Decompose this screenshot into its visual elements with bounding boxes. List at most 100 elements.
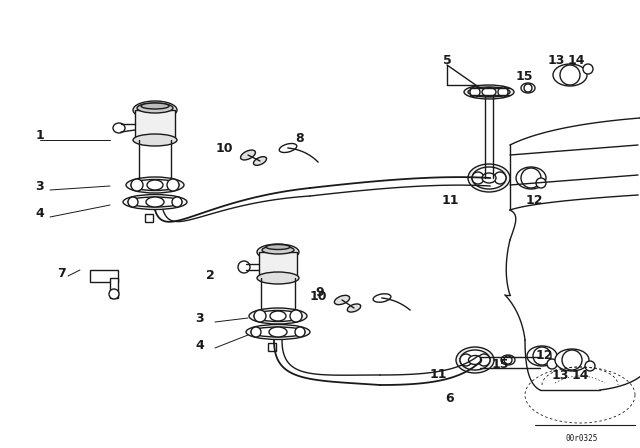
- Text: 8: 8: [296, 132, 304, 145]
- Circle shape: [562, 350, 582, 370]
- Circle shape: [560, 65, 580, 85]
- Circle shape: [533, 347, 551, 365]
- Circle shape: [238, 261, 250, 273]
- Text: 4: 4: [36, 207, 44, 220]
- Circle shape: [585, 361, 595, 371]
- Ellipse shape: [456, 347, 494, 373]
- Ellipse shape: [131, 180, 179, 190]
- Circle shape: [521, 168, 541, 188]
- Bar: [145, 214, 153, 222]
- Circle shape: [470, 87, 480, 97]
- Ellipse shape: [482, 87, 496, 96]
- Bar: [90, 270, 118, 282]
- Text: 3: 3: [36, 180, 44, 193]
- Text: 15: 15: [492, 358, 509, 370]
- Ellipse shape: [257, 244, 299, 260]
- Ellipse shape: [113, 123, 125, 133]
- Ellipse shape: [141, 103, 169, 109]
- Circle shape: [547, 359, 557, 369]
- Circle shape: [472, 172, 484, 184]
- Text: 11: 11: [429, 367, 447, 380]
- Ellipse shape: [501, 355, 515, 365]
- Ellipse shape: [482, 173, 496, 183]
- Text: 1: 1: [36, 129, 44, 142]
- Circle shape: [498, 87, 508, 97]
- Ellipse shape: [553, 64, 587, 86]
- Ellipse shape: [146, 197, 164, 207]
- Ellipse shape: [133, 134, 177, 146]
- Ellipse shape: [128, 197, 182, 207]
- Bar: [135, 110, 175, 140]
- Ellipse shape: [249, 308, 307, 324]
- Text: 00r0325: 00r0325: [566, 434, 598, 443]
- Text: 13: 13: [547, 53, 564, 66]
- Circle shape: [524, 84, 532, 92]
- Ellipse shape: [253, 157, 266, 165]
- Ellipse shape: [269, 327, 287, 337]
- Bar: [259, 252, 297, 278]
- Circle shape: [295, 327, 305, 337]
- Circle shape: [109, 289, 119, 299]
- Text: 13: 13: [551, 369, 569, 382]
- Ellipse shape: [254, 310, 302, 322]
- Text: 9: 9: [316, 285, 324, 298]
- Ellipse shape: [241, 150, 255, 160]
- Circle shape: [254, 310, 266, 322]
- Ellipse shape: [521, 83, 535, 93]
- Text: 10: 10: [215, 142, 233, 155]
- Circle shape: [172, 197, 182, 207]
- Text: 4: 4: [196, 339, 204, 352]
- Ellipse shape: [262, 246, 294, 254]
- Text: 11: 11: [441, 194, 459, 207]
- Ellipse shape: [334, 295, 349, 305]
- Ellipse shape: [260, 250, 296, 262]
- Circle shape: [583, 64, 593, 74]
- Ellipse shape: [136, 108, 174, 120]
- Text: 12: 12: [535, 349, 553, 362]
- Circle shape: [290, 310, 302, 322]
- Text: 2: 2: [205, 268, 214, 281]
- Text: 6: 6: [445, 392, 454, 405]
- Ellipse shape: [472, 167, 506, 189]
- Bar: [268, 343, 276, 351]
- Circle shape: [536, 178, 546, 188]
- Ellipse shape: [468, 356, 481, 365]
- Bar: [110, 278, 118, 298]
- Ellipse shape: [246, 324, 310, 340]
- Circle shape: [478, 354, 490, 366]
- Ellipse shape: [348, 304, 361, 312]
- Circle shape: [504, 356, 512, 364]
- Ellipse shape: [527, 346, 557, 366]
- Text: 3: 3: [196, 311, 204, 324]
- Ellipse shape: [464, 85, 514, 99]
- Text: 10: 10: [309, 289, 327, 302]
- Ellipse shape: [468, 164, 510, 192]
- Ellipse shape: [126, 177, 184, 193]
- Ellipse shape: [133, 101, 177, 119]
- Ellipse shape: [257, 272, 299, 284]
- Text: 7: 7: [58, 267, 67, 280]
- Ellipse shape: [373, 294, 391, 302]
- Text: 5: 5: [443, 53, 451, 66]
- Circle shape: [128, 197, 138, 207]
- Ellipse shape: [147, 180, 163, 190]
- Circle shape: [167, 179, 179, 191]
- Ellipse shape: [460, 350, 490, 370]
- Ellipse shape: [468, 87, 510, 97]
- Circle shape: [251, 327, 261, 337]
- Ellipse shape: [266, 245, 290, 250]
- Ellipse shape: [270, 311, 286, 321]
- Ellipse shape: [123, 194, 187, 210]
- Ellipse shape: [251, 327, 305, 337]
- Text: 14: 14: [567, 53, 585, 66]
- Text: 15: 15: [515, 69, 532, 82]
- Ellipse shape: [555, 349, 589, 371]
- Circle shape: [494, 172, 506, 184]
- Ellipse shape: [279, 143, 297, 152]
- Circle shape: [131, 179, 143, 191]
- Ellipse shape: [137, 103, 173, 113]
- Ellipse shape: [516, 167, 546, 189]
- Circle shape: [460, 354, 472, 366]
- Text: 12: 12: [525, 194, 543, 207]
- Text: 14: 14: [572, 369, 589, 382]
